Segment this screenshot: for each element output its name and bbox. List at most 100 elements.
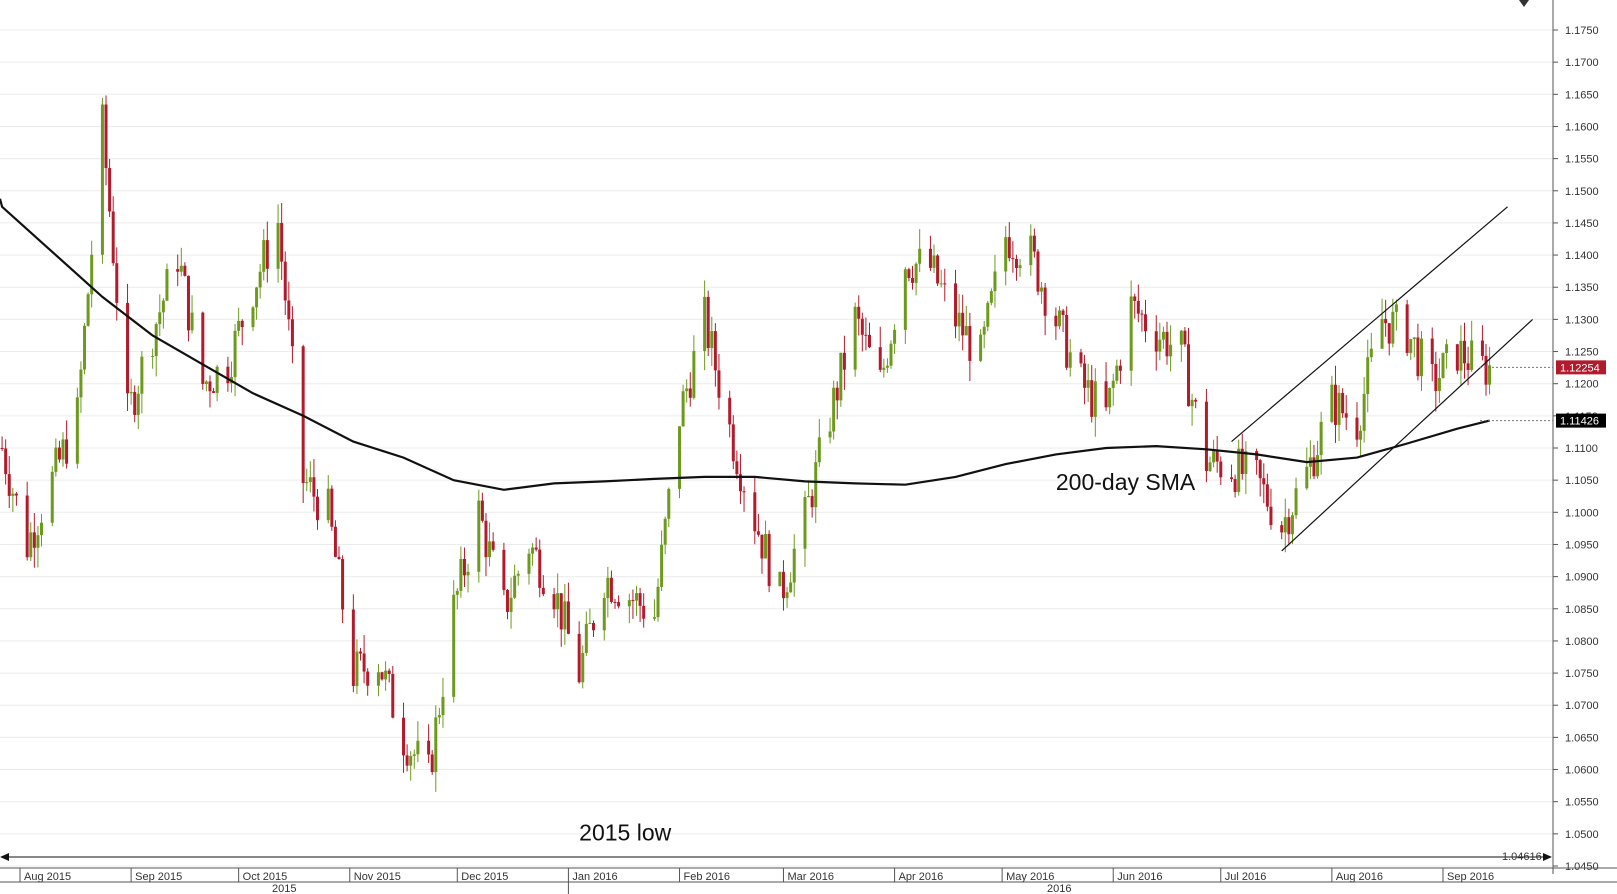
y-tick-label: 1.1200 xyxy=(1565,379,1599,391)
candle-body xyxy=(4,448,8,475)
candle-body xyxy=(190,312,194,331)
x-month-label: Mar 2016 xyxy=(787,871,833,883)
candle-body xyxy=(366,671,370,686)
candle xyxy=(1140,309,1144,332)
candle-body xyxy=(660,544,664,587)
candle-body xyxy=(842,352,846,370)
candle xyxy=(817,418,821,467)
candle xyxy=(531,543,535,566)
candle xyxy=(161,298,165,329)
candle-body xyxy=(1115,365,1119,381)
candle xyxy=(1057,306,1061,330)
candle-body xyxy=(1108,387,1112,408)
candle-body xyxy=(287,300,291,320)
candle-body xyxy=(337,556,341,560)
candle-body xyxy=(885,365,889,368)
candle-body xyxy=(1093,381,1097,417)
candle xyxy=(566,582,570,635)
candle-body xyxy=(255,287,259,308)
candle xyxy=(1305,447,1309,491)
candle-body xyxy=(1362,393,1366,431)
candle xyxy=(1219,456,1223,485)
candle-body xyxy=(867,334,871,348)
candle-body xyxy=(312,477,316,497)
candle-body xyxy=(484,520,488,558)
candle xyxy=(642,593,646,628)
candle xyxy=(384,661,388,691)
channel-line[interactable] xyxy=(1231,206,1508,443)
candle-body xyxy=(760,534,764,559)
candle xyxy=(692,335,696,400)
candle-body xyxy=(1086,380,1090,388)
candle xyxy=(1380,298,1384,350)
candle xyxy=(1161,326,1165,349)
candle-body xyxy=(0,448,4,449)
candle xyxy=(731,415,735,470)
candle xyxy=(1007,222,1011,262)
candle-body xyxy=(1143,314,1147,332)
candle-body xyxy=(1215,449,1219,462)
candle-body xyxy=(1359,430,1363,440)
candle-body xyxy=(1029,235,1033,266)
candle xyxy=(1029,224,1033,276)
candle xyxy=(1337,385,1341,442)
x-year-label: 2015 xyxy=(272,883,296,894)
candle xyxy=(882,358,886,378)
candle-body xyxy=(208,381,212,392)
candle-body xyxy=(1118,365,1122,371)
candle xyxy=(1179,330,1183,362)
candle xyxy=(359,647,363,661)
candle-body xyxy=(40,522,44,536)
candle-body xyxy=(480,500,484,521)
candle xyxy=(1341,388,1345,418)
x-year-label: 2016 xyxy=(1047,883,1071,894)
x-month-label: Sep 2015 xyxy=(135,871,182,883)
x-month-label: Oct 2015 xyxy=(243,871,288,883)
candle xyxy=(656,578,660,622)
candle-body xyxy=(491,541,495,550)
candle xyxy=(1470,320,1474,372)
candle-body xyxy=(1129,296,1133,371)
candle-body xyxy=(531,547,535,554)
candle xyxy=(710,316,714,366)
candle xyxy=(534,537,538,552)
collapse-arrow-icon[interactable] xyxy=(1519,0,1529,7)
candle xyxy=(391,665,395,719)
candle-body xyxy=(1290,515,1294,535)
candle xyxy=(204,380,208,392)
low-value-label: 1.04616 xyxy=(1502,851,1542,863)
candle xyxy=(1158,322,1162,361)
candle-body xyxy=(954,283,958,327)
x-month-label: Sep 2016 xyxy=(1447,871,1494,883)
x-month-label: Jul 2016 xyxy=(1225,871,1267,883)
candle xyxy=(713,323,717,387)
candle-body xyxy=(1154,331,1158,352)
candle xyxy=(376,663,380,697)
candle xyxy=(186,275,190,342)
candle-body xyxy=(1441,353,1445,379)
sma-200-line xyxy=(0,198,1490,491)
candle-body xyxy=(362,653,366,672)
candle xyxy=(7,456,11,509)
candle xyxy=(911,265,915,290)
candle xyxy=(839,352,843,407)
candle xyxy=(559,593,563,647)
candle-body xyxy=(1480,340,1484,356)
candle xyxy=(592,620,596,637)
candle-body xyxy=(717,370,721,398)
candle xyxy=(1093,368,1097,437)
channel-line[interactable] xyxy=(1281,318,1534,552)
candle-body xyxy=(90,254,94,295)
candle-body xyxy=(1316,455,1320,477)
candle-body xyxy=(505,590,509,612)
candle-body xyxy=(961,312,965,336)
candle-body xyxy=(276,222,280,269)
candle-body xyxy=(455,590,459,595)
candle-body xyxy=(240,320,244,328)
candle xyxy=(183,262,187,277)
candle xyxy=(1230,464,1234,482)
candle xyxy=(427,724,431,763)
sma-annotation: 200-day SMA xyxy=(1056,469,1196,495)
candle xyxy=(1083,354,1087,405)
